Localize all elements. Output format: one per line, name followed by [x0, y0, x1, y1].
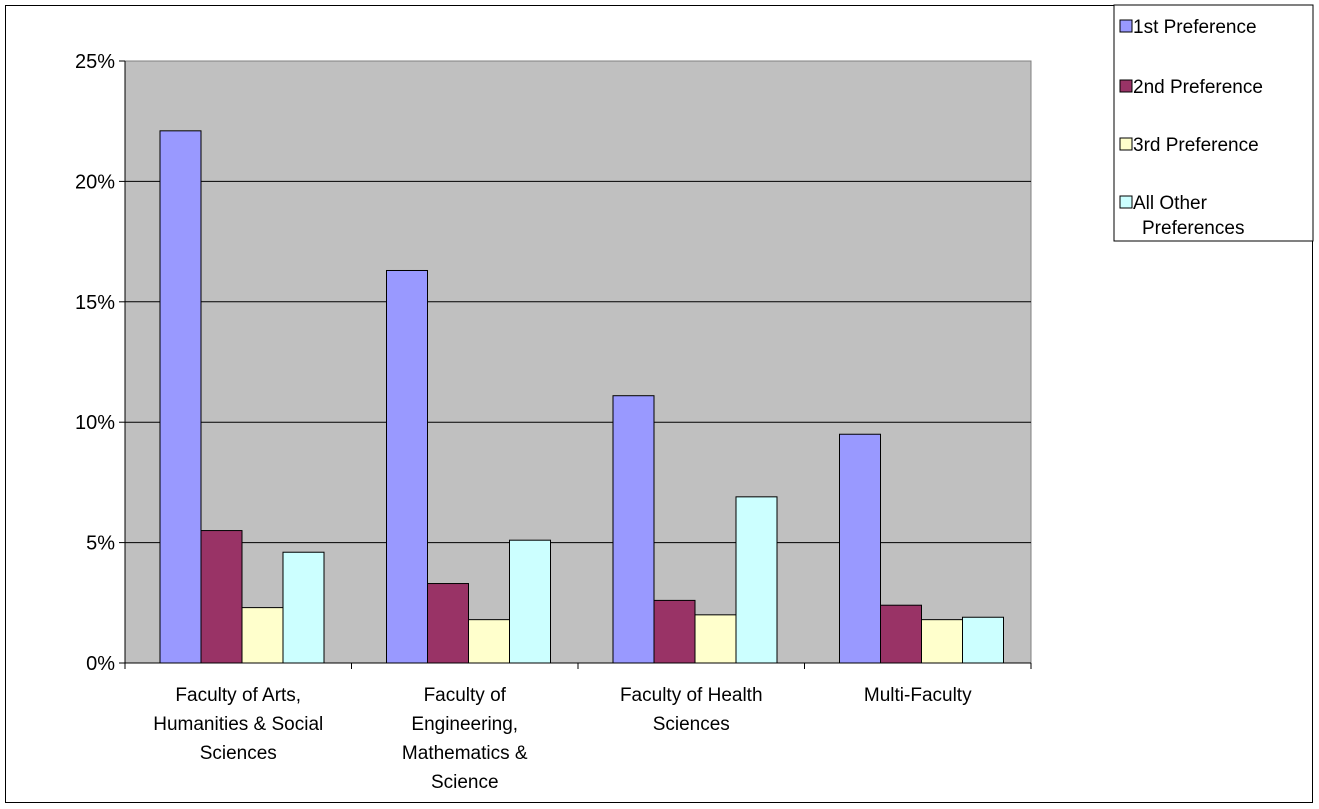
y-tick-label: 25% — [75, 51, 115, 73]
legend-swatch — [1119, 137, 1133, 151]
x-category-label: Faculty of Arts, Humanities & Social Scien… — [153, 685, 323, 764]
legend-swatch — [1119, 195, 1133, 209]
bar-3-2 — [468, 619, 510, 664]
y-tick-label: 0% — [86, 653, 115, 675]
bar-2-4 — [880, 604, 922, 664]
bar-3-1 — [241, 607, 284, 664]
y-tick-label: 5% — [86, 533, 115, 555]
legend: 1st Preference 2nd Preference 3rd Preferen… — [1113, 4, 1314, 242]
bar-1-4 — [839, 433, 881, 664]
legend-box — [1113, 4, 1314, 242]
plot-area — [124, 60, 1032, 664]
y-tick-label: 10% — [75, 412, 115, 434]
legend-swatch — [1119, 19, 1133, 33]
bar-2-2 — [427, 583, 469, 664]
x-axis-categories: Faculty of Arts, Humanities & Social Scien… — [124, 663, 1032, 793]
bar-4-4 — [962, 616, 1004, 664]
bar-1-1 — [159, 130, 202, 664]
y-axis-ticks: 0% 5% 10% 15% 20% 25% — [75, 51, 125, 675]
bar-2-1 — [200, 530, 243, 664]
y-tick-label: 15% — [75, 292, 115, 314]
bar-1-3 — [612, 395, 655, 664]
bar-4-3 — [735, 496, 778, 664]
bar-2-3 — [653, 599, 696, 664]
x-category-label: Faculty of Health Sciences — [620, 685, 763, 735]
legend-label: 3rd Preference — [1133, 135, 1259, 156]
y-tick-label: 20% — [75, 171, 115, 193]
bar-4-2 — [509, 539, 551, 664]
bar-4-1 — [282, 551, 325, 664]
legend-label: 1st Preference — [1133, 17, 1257, 38]
legend-swatch — [1119, 79, 1133, 93]
bar-1-2 — [386, 269, 428, 664]
legend-label: 2nd Preference — [1133, 77, 1263, 98]
x-category-label: Faculty of Engineering, Mathematics & Scien… — [402, 685, 528, 793]
bar-3-3 — [694, 614, 737, 664]
bar-3-4 — [921, 619, 963, 664]
x-category-label: Multi-Faculty — [864, 685, 972, 706]
legend-label: All Other Preferences — [1133, 193, 1244, 239]
